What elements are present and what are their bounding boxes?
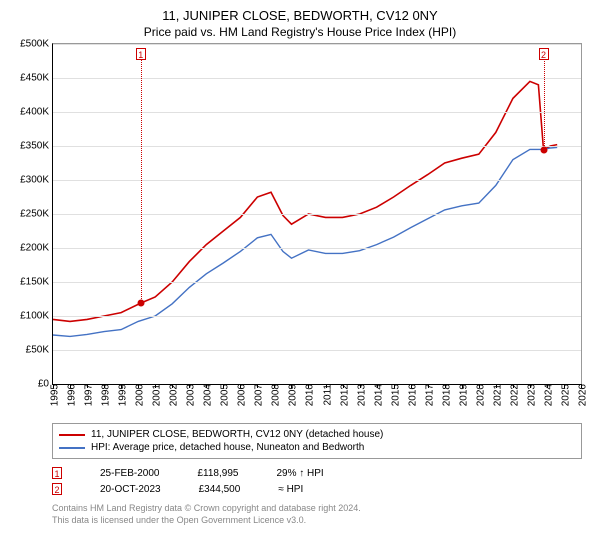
y-tick-label: £300K bbox=[20, 175, 53, 186]
y-tick-label: £250K bbox=[20, 209, 53, 220]
x-tick-label: 2010 bbox=[301, 384, 316, 406]
sale-marker-inline: 1 bbox=[52, 467, 62, 479]
sale-price: £118,995 bbox=[197, 468, 238, 479]
x-tick-label: 2008 bbox=[267, 384, 282, 406]
x-tick-label: 2026 bbox=[574, 384, 589, 406]
sale-delta: ≈ HPI bbox=[278, 484, 303, 495]
x-tick-label: 2012 bbox=[335, 384, 350, 406]
legend-swatch bbox=[59, 447, 85, 449]
legend-row: HPI: Average price, detached house, Nune… bbox=[59, 441, 575, 454]
sale-delta: 29% ↑ HPI bbox=[276, 468, 323, 479]
x-tick-label: 1995 bbox=[46, 384, 61, 406]
x-tick-label: 2014 bbox=[369, 384, 384, 406]
x-tick-label: 2015 bbox=[386, 384, 401, 406]
y-tick-label: £500K bbox=[20, 39, 53, 50]
y-tick-label: £100K bbox=[20, 311, 53, 322]
x-tick-label: 2011 bbox=[318, 384, 333, 406]
legend-box: 11, JUNIPER CLOSE, BEDWORTH, CV12 0NY (d… bbox=[52, 423, 582, 459]
x-tick-label: 1996 bbox=[63, 384, 78, 406]
page-title: 11, JUNIPER CLOSE, BEDWORTH, CV12 0NY bbox=[0, 0, 600, 23]
y-tick-label: £200K bbox=[20, 243, 53, 254]
y-tick-label: £150K bbox=[20, 277, 53, 288]
x-tick-label: 2022 bbox=[505, 384, 520, 406]
x-tick-label: 1999 bbox=[114, 384, 129, 406]
x-tick-label: 2021 bbox=[488, 384, 503, 406]
y-tick-label: £50K bbox=[26, 345, 53, 356]
page-subtitle: Price paid vs. HM Land Registry's House … bbox=[0, 23, 600, 43]
x-tick-label: 2000 bbox=[131, 384, 146, 406]
x-tick-label: 2016 bbox=[403, 384, 418, 406]
y-tick-label: £400K bbox=[20, 107, 53, 118]
gridline bbox=[53, 350, 581, 351]
y-tick-label: £450K bbox=[20, 73, 53, 84]
series-subject bbox=[53, 81, 557, 321]
sale-marker-inline: 2 bbox=[52, 483, 62, 495]
sale-marker-line bbox=[544, 52, 545, 150]
x-tick-label: 2003 bbox=[182, 384, 197, 406]
x-tick-label: 2007 bbox=[250, 384, 265, 406]
x-tick-label: 2017 bbox=[420, 384, 435, 406]
x-tick-label: 2024 bbox=[539, 384, 554, 406]
x-tick-label: 2018 bbox=[437, 384, 452, 406]
gridline bbox=[53, 78, 581, 79]
legend-row: 11, JUNIPER CLOSE, BEDWORTH, CV12 0NY (d… bbox=[59, 428, 575, 441]
sales-row: 1 25-FEB-2000 £118,995 29% ↑ HPI bbox=[52, 465, 582, 481]
sale-marker-box: 2 bbox=[539, 48, 549, 60]
legend-swatch bbox=[59, 434, 85, 436]
sale-marker-line bbox=[141, 52, 142, 303]
sale-marker-dot bbox=[540, 146, 547, 153]
legend-label: 11, JUNIPER CLOSE, BEDWORTH, CV12 0NY (d… bbox=[91, 429, 383, 440]
x-tick-label: 2001 bbox=[148, 384, 163, 406]
gridline bbox=[53, 316, 581, 317]
chart-container: 11, JUNIPER CLOSE, BEDWORTH, CV12 0NY Pr… bbox=[0, 0, 600, 560]
footer-line: Contains HM Land Registry data © Crown c… bbox=[52, 503, 582, 515]
x-tick-label: 2025 bbox=[556, 384, 571, 406]
footer-attribution: Contains HM Land Registry data © Crown c… bbox=[52, 503, 582, 526]
x-tick-label: 2023 bbox=[522, 384, 537, 406]
x-tick-label: 2006 bbox=[233, 384, 248, 406]
x-tick-label: 2005 bbox=[216, 384, 231, 406]
sale-marker-dot bbox=[137, 300, 144, 307]
gridline bbox=[53, 180, 581, 181]
gridline bbox=[53, 146, 581, 147]
sale-date: 25-FEB-2000 bbox=[100, 468, 159, 479]
legend-label: HPI: Average price, detached house, Nune… bbox=[91, 442, 364, 453]
sale-marker-box: 1 bbox=[136, 48, 146, 60]
series-hpi bbox=[53, 147, 557, 336]
x-tick-label: 2004 bbox=[199, 384, 214, 406]
sales-row: 2 20-OCT-2023 £344,500 ≈ HPI bbox=[52, 481, 582, 497]
sale-date: 20-OCT-2023 bbox=[100, 484, 161, 495]
sale-price: £344,500 bbox=[199, 484, 241, 495]
gridline bbox=[53, 248, 581, 249]
chart-plot-area: £0£50K£100K£150K£200K£250K£300K£350K£400… bbox=[52, 43, 582, 385]
y-tick-label: £350K bbox=[20, 141, 53, 152]
gridline bbox=[53, 44, 581, 45]
x-tick-label: 2002 bbox=[165, 384, 180, 406]
x-tick-label: 2009 bbox=[284, 384, 299, 406]
x-tick-label: 2013 bbox=[352, 384, 367, 406]
gridline bbox=[53, 112, 581, 113]
sales-table: 1 25-FEB-2000 £118,995 29% ↑ HPI 2 20-OCT-202… bbox=[52, 465, 582, 497]
gridline bbox=[53, 282, 581, 283]
x-tick-label: 1998 bbox=[97, 384, 112, 406]
gridline bbox=[53, 214, 581, 215]
footer-line: This data is licensed under the Open Gov… bbox=[52, 515, 582, 527]
x-tick-label: 1997 bbox=[80, 384, 95, 406]
x-tick-label: 2019 bbox=[454, 384, 469, 406]
x-tick-label: 2020 bbox=[471, 384, 486, 406]
